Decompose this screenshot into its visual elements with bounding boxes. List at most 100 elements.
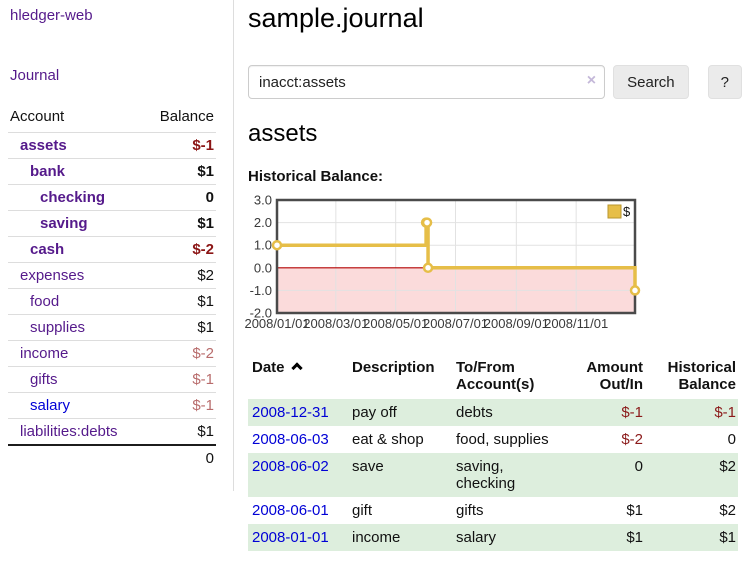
account-link-salary[interactable]: salary	[30, 397, 71, 414]
register-table: Date Description To/From Account(s) Amou…	[248, 355, 738, 552]
account-row: checking 0	[8, 184, 216, 211]
account-balance: $2	[197, 267, 214, 284]
transaction-amount: $1	[626, 502, 643, 520]
svg-text:0.0: 0.0	[254, 260, 272, 275]
search-box: ×	[248, 65, 606, 100]
account-row: salary $-1	[8, 392, 216, 419]
transaction-date-link[interactable]: 2008-06-03	[252, 431, 329, 449]
transaction-amount: $-1	[568, 399, 648, 427]
register-header-balance: Historical Balance	[667, 359, 736, 394]
account-balance: $1	[197, 423, 214, 440]
sidebar-nav: Journal	[10, 67, 225, 84]
account-link-liabilities-debts[interactable]: liabilities:debts	[20, 423, 118, 440]
account-row: liabilities:debts $1	[8, 418, 216, 446]
account-row: gifts $-1	[8, 366, 216, 393]
transaction-description: save	[348, 453, 452, 498]
transaction-accounts: food, supplies	[456, 431, 549, 449]
transaction-date-link[interactable]: 2008-06-02	[252, 458, 329, 476]
main-content: sample.journal × Search ? assets Histori…	[234, 0, 742, 552]
transaction-balance: $1	[648, 524, 738, 552]
chart-title: Historical Balance:	[248, 168, 384, 186]
chevron-up-icon	[290, 362, 303, 374]
transaction-date-link[interactable]: 2008-12-31	[252, 404, 329, 422]
account-link-bank[interactable]: bank	[30, 163, 66, 180]
transaction-accounts: gifts	[456, 502, 484, 520]
sidebar-item-journal[interactable]: Journal	[10, 67, 60, 84]
account-balance: $1	[197, 163, 214, 180]
register-header-description: Description	[352, 359, 435, 377]
register-header-accounts: To/From Account(s)	[456, 359, 535, 394]
transaction-accounts: saving, checking	[452, 453, 568, 498]
svg-text:2.0: 2.0	[254, 215, 272, 230]
transaction-balance: 0	[727, 431, 736, 449]
account-balance: $-1	[192, 397, 214, 414]
clear-search-icon[interactable]: ×	[586, 72, 597, 90]
transaction-balance: $2	[648, 453, 738, 498]
accounts-total-row: 0	[8, 445, 216, 471]
account-heading: assets	[248, 120, 318, 148]
account-row: food $1	[8, 288, 216, 315]
transaction-description: eat & shop	[352, 431, 424, 449]
app-window: hledger-web Journal Account Balance asse…	[0, 0, 742, 552]
transaction-balance: $2	[719, 502, 736, 520]
account-link-assets[interactable]: assets	[20, 137, 67, 154]
search-button[interactable]: Search	[613, 65, 689, 100]
account-link-checking[interactable]: checking	[40, 189, 106, 206]
page-title: sample.journal	[248, 3, 424, 33]
account-balance: $1	[197, 215, 214, 232]
svg-text:1.0: 1.0	[254, 238, 272, 253]
transaction-date-link[interactable]: 2008-01-01	[252, 529, 329, 547]
register-header-amount: Amount Out/In	[586, 359, 643, 394]
svg-text:2008/11/01: 2008/11/01	[544, 316, 608, 331]
register-row: 2008-01-01 income salary $1 $1	[248, 524, 738, 552]
historical-balance-chart: $3.0 2.0 1.0 0.0 -1.0 -2.0 2008/01/01 2008/03/0…	[244, 193, 742, 334]
svg-text:-1.0: -1.0	[250, 283, 272, 298]
account-row: bank $1	[8, 158, 216, 185]
transaction-amount: $1	[568, 524, 648, 552]
register-header-date[interactable]: Date	[248, 355, 348, 399]
account-balance: $-2	[192, 241, 214, 258]
register-row: 2008-12-31 pay off debts $-1 $-1	[248, 399, 738, 427]
account-balance: 0	[205, 189, 214, 206]
transaction-amount: 0	[568, 453, 648, 498]
account-link-saving[interactable]: saving	[40, 215, 88, 232]
account-balance: $-1	[192, 371, 214, 388]
app-title-link[interactable]: hledger-web	[10, 7, 93, 24]
register-row: 2008-06-03 eat & shop food, supplies $-2…	[248, 426, 738, 453]
accounts-header-account: Account	[10, 108, 65, 125]
transaction-description: income	[348, 524, 452, 552]
transaction-amount: $-2	[621, 431, 643, 449]
search-input[interactable]	[248, 65, 606, 100]
accounts-total-balance: 0	[205, 450, 214, 467]
account-link-gifts[interactable]: gifts	[30, 371, 58, 388]
transaction-accounts: debts	[452, 399, 568, 427]
accounts-table: Account Balance assets $-1 bank $1 check…	[8, 104, 216, 471]
transaction-balance: $-1	[648, 399, 738, 427]
account-row: saving $1	[8, 210, 216, 237]
account-link-supplies[interactable]: supplies	[30, 319, 86, 336]
sidebar: hledger-web Journal Account Balance asse…	[0, 0, 234, 491]
svg-text:3.0: 3.0	[254, 193, 272, 208]
help-button[interactable]: ?	[707, 65, 742, 100]
account-link-income[interactable]: income	[20, 345, 69, 362]
register-row: 2008-06-01 gift gifts $1 $2	[248, 497, 738, 524]
account-balance: $-2	[192, 345, 214, 362]
account-row: cash $-2	[8, 236, 216, 263]
account-row: income $-2	[8, 340, 216, 367]
account-row: supplies $1	[8, 314, 216, 341]
account-balance: $-1	[192, 137, 214, 154]
accounts-header-balance: Balance	[159, 108, 214, 125]
transaction-description: gift	[352, 502, 373, 520]
svg-text:2008/07/01: 2008/07/01	[423, 316, 488, 331]
svg-text:2008/09/01: 2008/09/01	[484, 316, 549, 331]
transaction-date-link[interactable]: 2008-06-01	[252, 502, 329, 520]
transaction-description: pay off	[348, 399, 452, 427]
search-form: × Search ?	[248, 65, 742, 100]
account-row: assets $-1	[8, 132, 216, 159]
svg-text:-2.0: -2.0	[250, 306, 272, 321]
register-row: 2008-06-02 save saving, checking 0 $2	[248, 453, 738, 498]
account-link-cash[interactable]: cash	[30, 241, 65, 258]
account-row: expenses $2	[8, 262, 216, 289]
account-link-expenses[interactable]: expenses	[20, 267, 85, 284]
account-link-food[interactable]: food	[30, 293, 60, 310]
